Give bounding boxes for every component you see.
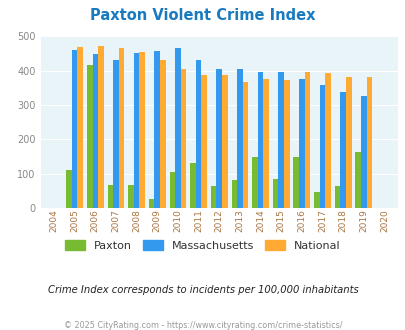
Bar: [87, 65, 92, 208]
Bar: [345, 78, 351, 208]
Bar: [257, 72, 263, 208]
Bar: [119, 48, 124, 208]
Bar: [98, 46, 103, 208]
Bar: [210, 186, 216, 208]
Bar: [190, 163, 195, 208]
Bar: [107, 184, 113, 208]
Bar: [154, 51, 160, 208]
Bar: [128, 184, 134, 208]
Bar: [319, 85, 324, 208]
Text: Crime Index corresponds to incidents per 100,000 inhabitants: Crime Index corresponds to incidents per…: [47, 285, 358, 295]
Text: © 2025 CityRating.com - https://www.cityrating.com/crime-statistics/: © 2025 CityRating.com - https://www.city…: [64, 321, 341, 330]
Bar: [293, 157, 298, 208]
Bar: [169, 172, 175, 208]
Bar: [263, 79, 268, 208]
Bar: [252, 157, 257, 208]
Bar: [201, 75, 207, 208]
Bar: [149, 199, 154, 208]
Bar: [242, 82, 247, 208]
Bar: [237, 69, 242, 208]
Bar: [134, 53, 139, 208]
Bar: [160, 60, 165, 208]
Bar: [113, 60, 119, 208]
Bar: [175, 48, 180, 208]
Bar: [298, 79, 304, 208]
Legend: Paxton, Massachusetts, National: Paxton, Massachusetts, National: [60, 236, 345, 255]
Bar: [216, 69, 222, 208]
Bar: [222, 75, 227, 208]
Bar: [72, 50, 77, 208]
Bar: [180, 69, 186, 208]
Bar: [324, 73, 330, 208]
Bar: [354, 152, 360, 208]
Bar: [313, 192, 319, 208]
Bar: [339, 92, 345, 208]
Text: Paxton Violent Crime Index: Paxton Violent Crime Index: [90, 8, 315, 23]
Bar: [272, 179, 278, 208]
Bar: [195, 60, 201, 208]
Bar: [66, 170, 72, 208]
Bar: [283, 80, 289, 208]
Bar: [139, 52, 145, 208]
Bar: [278, 72, 283, 208]
Bar: [77, 47, 83, 208]
Bar: [304, 72, 309, 208]
Bar: [366, 78, 371, 208]
Bar: [231, 180, 237, 208]
Bar: [334, 186, 339, 208]
Bar: [360, 96, 366, 208]
Bar: [92, 54, 98, 208]
